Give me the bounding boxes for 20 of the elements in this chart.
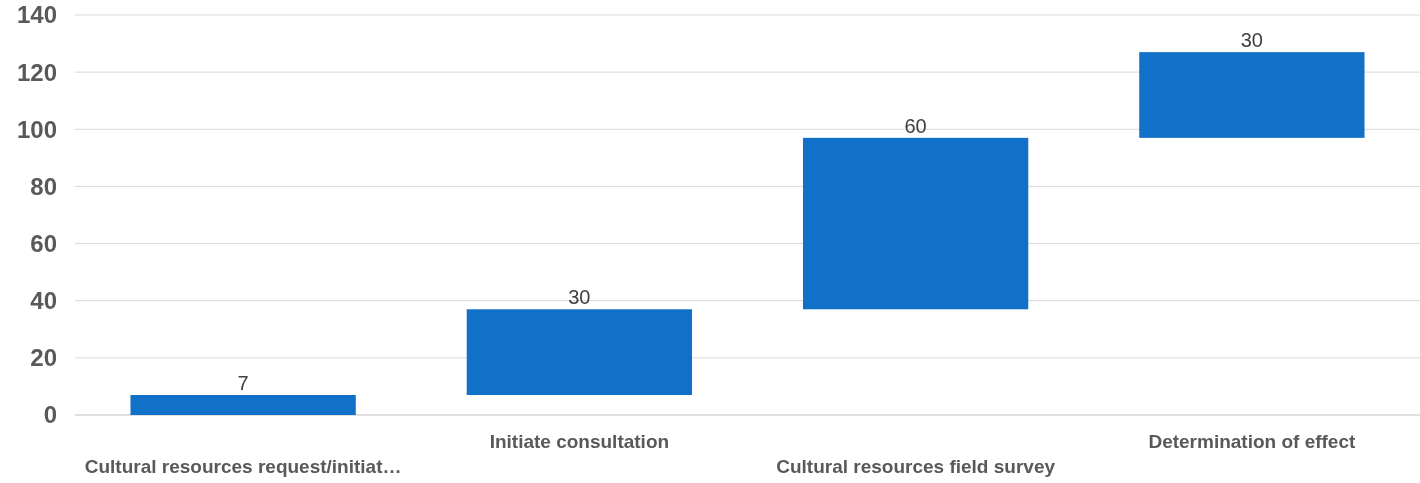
bar bbox=[130, 395, 356, 415]
y-tick-label: 100 bbox=[16, 115, 57, 143]
x-tick-label: Cultural resources field survey bbox=[776, 456, 1056, 477]
bar bbox=[1139, 52, 1365, 138]
y-tick-label: 0 bbox=[43, 401, 57, 429]
data-label: 30 bbox=[1240, 29, 1263, 52]
x-tick-label: Determination of effect bbox=[1148, 431, 1356, 452]
bar bbox=[466, 309, 693, 395]
y-tick-label: 40 bbox=[30, 287, 57, 315]
data-label: 7 bbox=[237, 372, 249, 394]
bar bbox=[802, 137, 1029, 310]
data-label: 30 bbox=[568, 286, 591, 309]
y-tick-label: 80 bbox=[30, 172, 57, 200]
y-tick-label: 140 bbox=[16, 1, 57, 29]
data-label: 60 bbox=[904, 114, 927, 137]
y-tick-label: 120 bbox=[16, 58, 57, 86]
y-tick-label: 60 bbox=[30, 229, 57, 257]
x-tick-label: Initiate consultation bbox=[489, 431, 670, 452]
y-tick-label: 20 bbox=[30, 344, 57, 372]
x-tick-label: Cultural resources request/initiat… bbox=[84, 456, 402, 477]
